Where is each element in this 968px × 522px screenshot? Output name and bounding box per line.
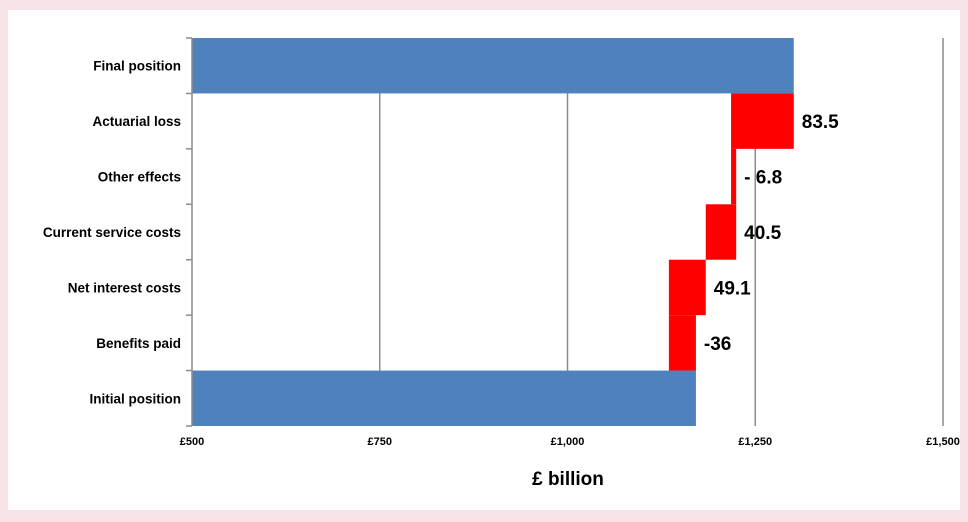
gridlines [379,38,944,426]
category-label: Actuarial loss [92,114,181,129]
x-tick-label: £1,250 [738,436,772,448]
labels: Initial position Benefits paid -36 Net inte… [43,59,960,448]
category-label: Initial position [90,391,182,406]
chart-frame: Initial position Benefits paid -36 Net inte… [8,10,960,510]
bar-other-effects [731,148,737,205]
data-label: 83.5 [802,112,839,133]
bar-benefits-paid [668,315,696,371]
x-tick-label: £1,000 [551,436,585,448]
category-label: Other effects [98,170,181,185]
bar-current-service-costs [705,204,737,260]
x-tick-label: £1,500 [926,436,960,448]
x-axis-title: £ billion [532,469,604,490]
bar-final-position [192,38,794,94]
data-label: 49.1 [714,278,751,299]
bar-actuarial-loss [731,93,794,149]
bar-initial-position [192,370,696,426]
data-label: -36 [704,334,731,355]
x-tick-label: £750 [368,436,392,448]
waterfall-chart: Initial position Benefits paid -36 Net inte… [43,37,960,490]
axes [186,37,193,427]
data-label: - 6.8 [744,168,782,189]
bar-net-interest-costs [668,259,706,316]
category-label: Net interest costs [68,280,181,295]
category-label: Final position [93,59,181,74]
x-tick-label: £500 [180,436,204,448]
category-label: Benefits paid [96,336,181,351]
data-label: 40.5 [744,223,781,244]
bars [192,38,794,426]
category-label: Current service costs [43,225,181,240]
